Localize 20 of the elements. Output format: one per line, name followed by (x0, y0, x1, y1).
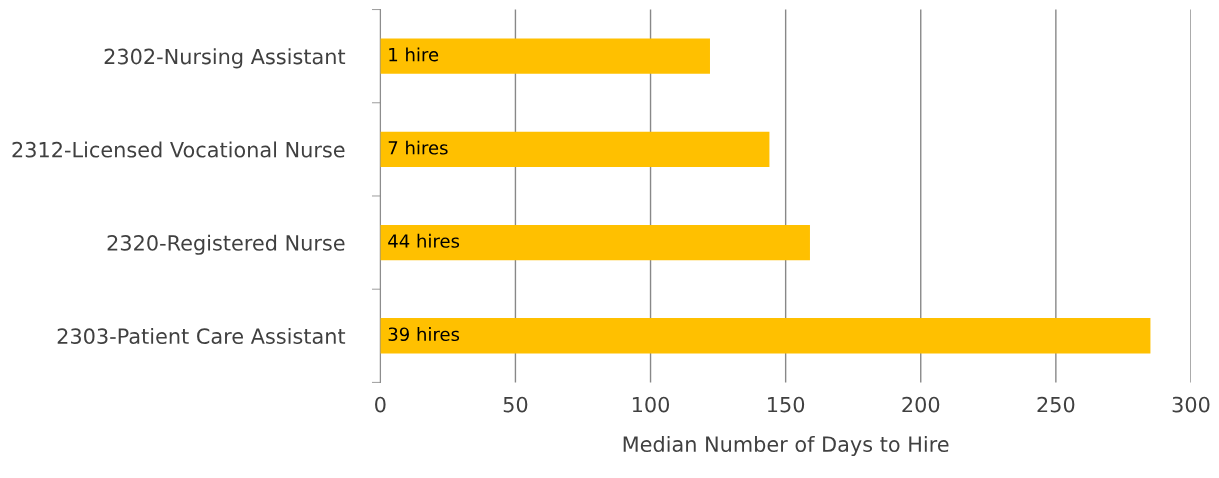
bar (380, 224, 810, 261)
bar (380, 318, 1151, 354)
y-tick-label: 2303-Patient Care Assistant (57, 327, 346, 345)
annotation: 1 hire (389, 47, 439, 62)
y-tick-label: 2320-Registered Nurse (107, 234, 345, 255)
x-tick-label: 200 (902, 396, 940, 413)
x-tick-label: 100 (632, 396, 670, 413)
bar (380, 131, 770, 168)
x-tick-label: 150 (768, 396, 805, 413)
x-tick-label: 300 (1172, 396, 1210, 413)
annotation: 7 hires (388, 140, 448, 155)
x-tick-label: 50 (503, 396, 528, 413)
x-tick-label: 250 (1037, 396, 1075, 413)
x-axis-title: Median Number of Days to Hire (623, 435, 949, 457)
y-tick-label: 2312-Licensed Vocational Nurse (12, 141, 345, 158)
x-tick-label: 0 (375, 396, 386, 413)
y-tick-label: 2302-Nursing Assistant (104, 48, 346, 69)
bar (380, 38, 710, 74)
annotation: 39 hires (388, 327, 460, 342)
annotation: 44 hires (388, 233, 460, 248)
